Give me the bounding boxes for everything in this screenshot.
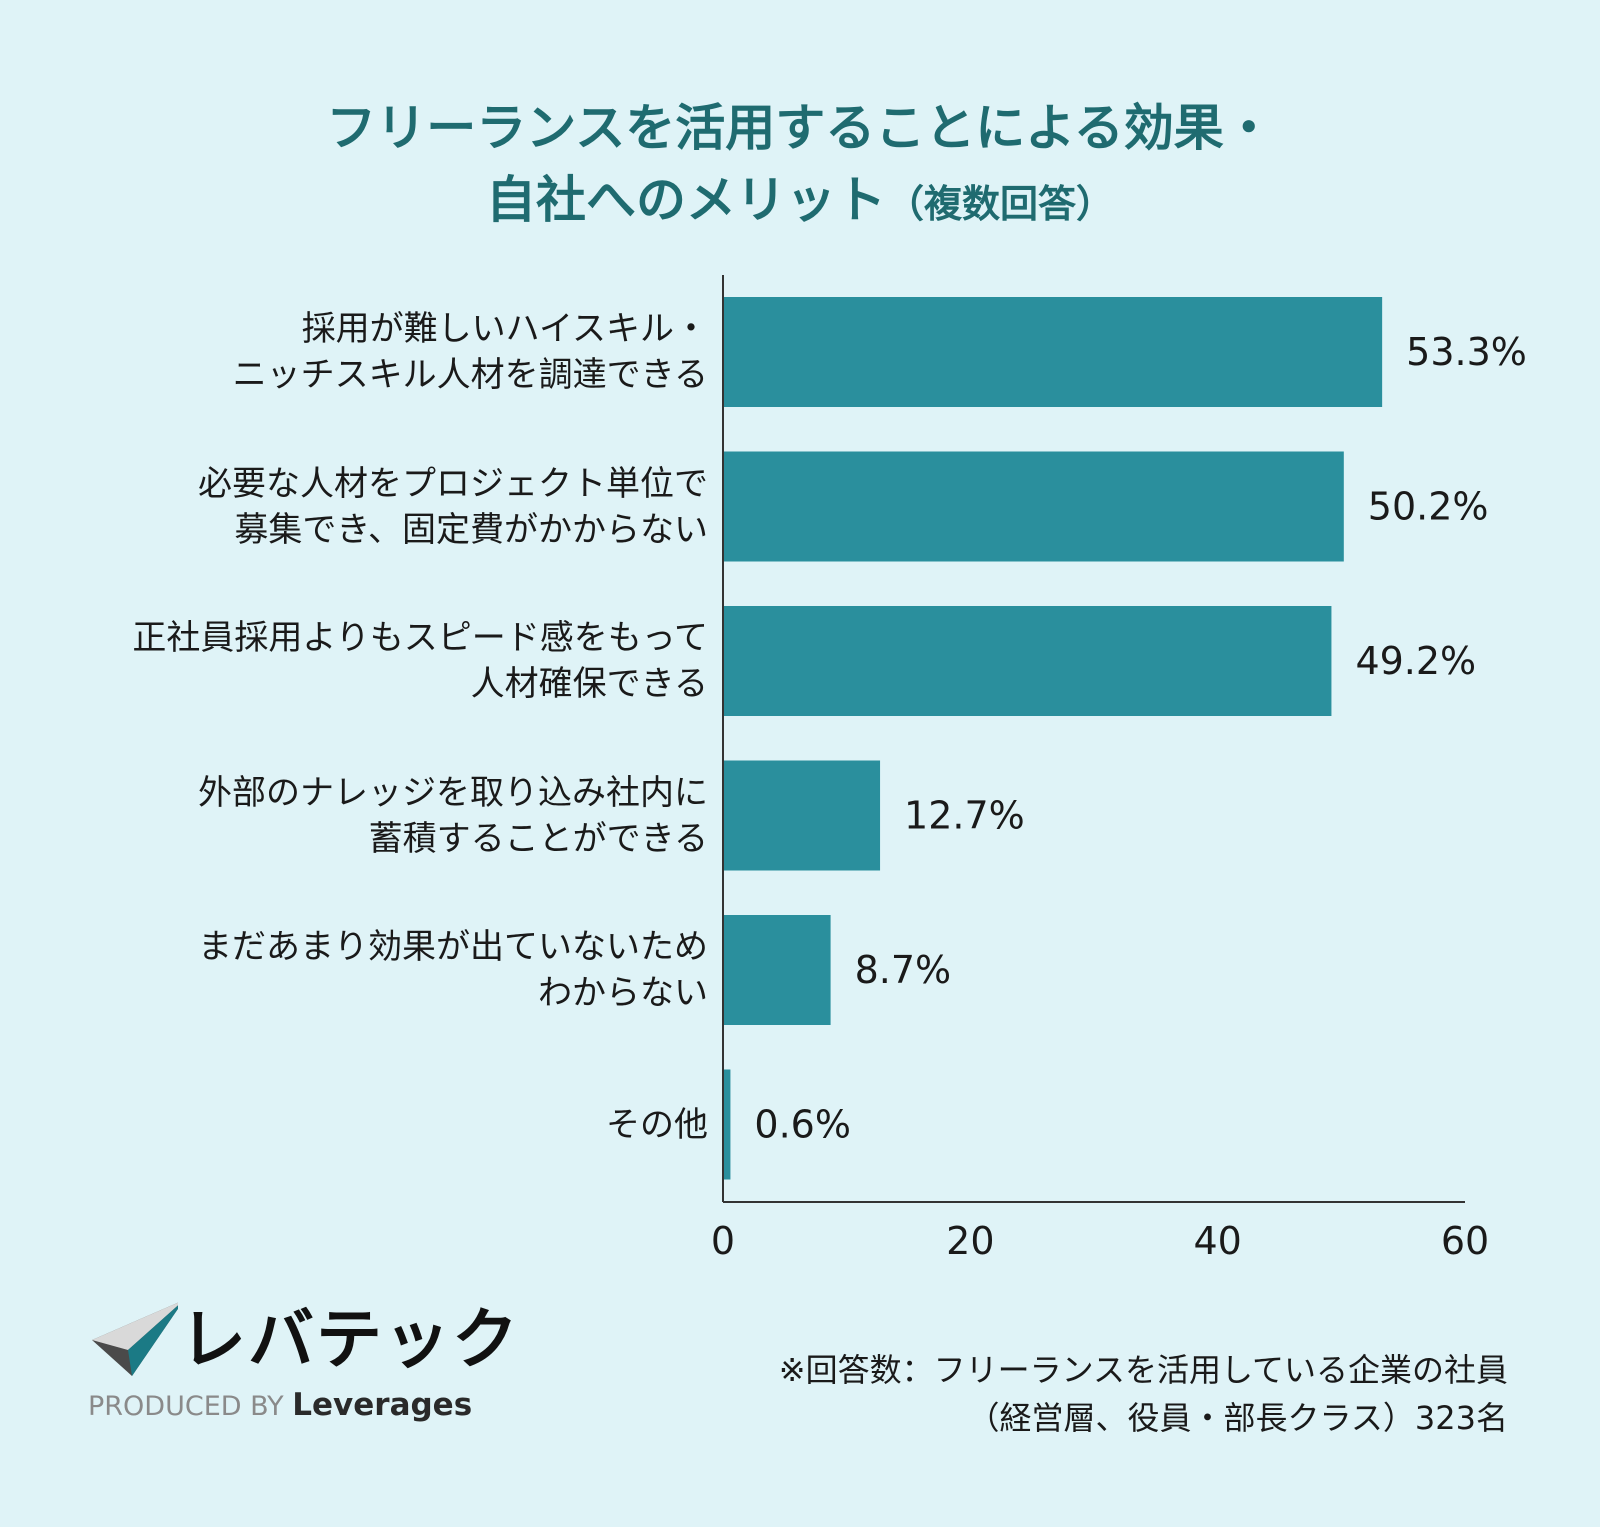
- bar-1: [723, 451, 1344, 562]
- data-label-0: 53.3%: [1406, 330, 1527, 374]
- category-label-1-line-1: 募集でき、固定費がかからない: [234, 509, 708, 550]
- bar-5: [723, 1069, 731, 1180]
- bar-4: [723, 915, 831, 1025]
- category-label-3-line-1: 蓄積することができる: [368, 818, 708, 859]
- category-label-5-line-0: その他: [606, 1104, 708, 1145]
- data-label-3: 12.7%: [904, 794, 1025, 838]
- x-tick-label-0: 0: [711, 1219, 735, 1263]
- category-label-1: 必要な人材をプロジェクト単位で募集でき、固定費がかからない: [28, 461, 708, 553]
- category-label-2-line-0: 正社員採用よりもスピード感をもって: [132, 618, 708, 658]
- data-label-1: 50.2%: [1368, 485, 1489, 529]
- category-label-4-line-1: わからない: [538, 973, 708, 1013]
- data-label-4: 8.7%: [855, 948, 952, 992]
- category-label-3: 外部のナレッジを取り込み社内に蓄積することができる: [28, 770, 708, 862]
- bar-0: [723, 297, 1383, 407]
- category-label-5: その他: [28, 1102, 708, 1148]
- x-tick-label-1: 20: [946, 1219, 994, 1263]
- data-label-2: 49.2%: [1355, 639, 1476, 683]
- category-label-4: まだあまり効果が出ていないためわからない: [28, 924, 708, 1016]
- company-name: Leverages: [292, 1387, 473, 1423]
- respondent-note: ※回答数：フリーランスを活用している企業の社員 （経営層、役員・部長クラス）32…: [779, 1346, 1508, 1442]
- title-line-2: 自社へのメリット（複数回答）: [0, 164, 1600, 240]
- category-label-2: 正社員採用よりもスピード感をもって人材確保できる: [28, 615, 708, 707]
- logo-arrow-icon: [92, 1302, 178, 1376]
- bar-3: [723, 760, 881, 871]
- data-label-5: 0.6%: [754, 1103, 851, 1147]
- logo-wordmark: レバテック: [180, 1301, 520, 1378]
- category-label-0-line-1: ニッチスキル人材を調達できる: [232, 355, 708, 395]
- category-label-0: 採用が難しいハイスキル・ニッチスキル人材を調達できる: [28, 306, 708, 398]
- title-line-1: フリーランスを活用することによる効果・: [326, 99, 1274, 157]
- produced-by-text: PRODUCED BY: [88, 1391, 284, 1422]
- chart-title: フリーランスを活用することによる効果・ 自社へのメリット（複数回答）: [0, 92, 1600, 240]
- category-label-3-line-0: 外部のナレッジを取り込み社内に: [198, 772, 708, 813]
- title-line-2-main: 自社へのメリット: [485, 171, 886, 229]
- category-label-4-line-0: まだあまり効果が出ていないため: [198, 927, 708, 967]
- x-tick-label-2: 40: [1193, 1219, 1241, 1263]
- title-line-2-sub: （複数回答）: [885, 182, 1114, 226]
- logo-produced-by: PRODUCED BY Leverages: [88, 1388, 472, 1424]
- bar-2: [723, 606, 1332, 716]
- category-label-0-line-0: 採用が難しいハイスキル・: [301, 309, 708, 349]
- note-line-2: （経営層、役員・部長クラス）323名: [967, 1399, 1508, 1437]
- levtech-logo: レバテック PRODUCED BY Leverages: [88, 1300, 518, 1440]
- category-label-2-line-1: 人材確保できる: [470, 664, 708, 704]
- x-tick-label-3: 60: [1441, 1219, 1489, 1263]
- note-line-1: ※回答数：フリーランスを活用している企業の社員: [778, 1351, 1508, 1389]
- category-label-1-line-0: 必要な人材をプロジェクト単位で: [198, 463, 708, 504]
